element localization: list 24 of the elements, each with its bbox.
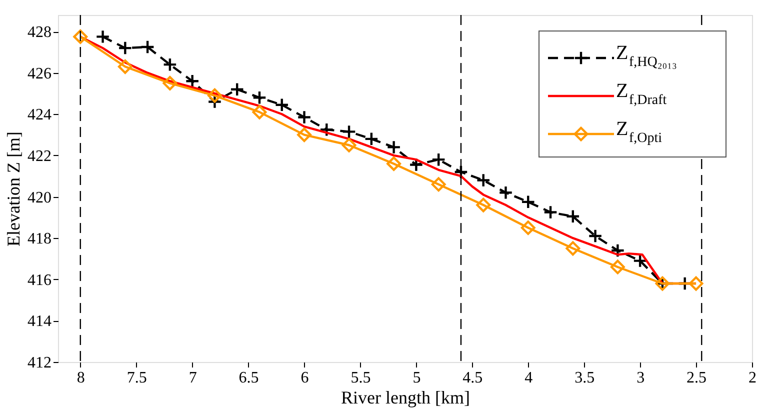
y-tick-label: 416 <box>28 272 52 289</box>
x-tick-label: 5 <box>412 370 421 386</box>
y-tick-label: 414 <box>28 313 52 330</box>
x-tick-label: 7.5 <box>126 370 147 386</box>
y-tick-label: 428 <box>28 24 52 42</box>
x-tick-label: 2 <box>748 370 756 386</box>
x-tick-label: 8 <box>76 370 85 386</box>
x-tick-label: 4 <box>524 370 533 386</box>
y-axis-title: Elevation Z [m] <box>4 132 24 246</box>
x-tick-label: 3.5 <box>574 370 595 386</box>
x-tick-label: 3 <box>636 370 645 386</box>
x-tick-label: 6.5 <box>238 370 259 386</box>
y-tick-label: 412 <box>28 354 52 372</box>
y-tick-label: 424 <box>28 106 52 124</box>
y-tick-label: 426 <box>28 65 52 82</box>
x-tick-label: 5.5 <box>350 370 371 386</box>
x-tick-label: 6 <box>300 370 309 386</box>
y-tick-label: 420 <box>28 189 52 206</box>
y-tick-label: 418 <box>28 230 52 248</box>
x-axis-title: River length [km] <box>341 388 470 408</box>
y-tick-label: 422 <box>28 148 52 165</box>
x-tick-label: 7 <box>188 370 197 386</box>
x-tick-label: 2.5 <box>686 370 707 386</box>
x-tick-label: 4.5 <box>462 370 483 386</box>
